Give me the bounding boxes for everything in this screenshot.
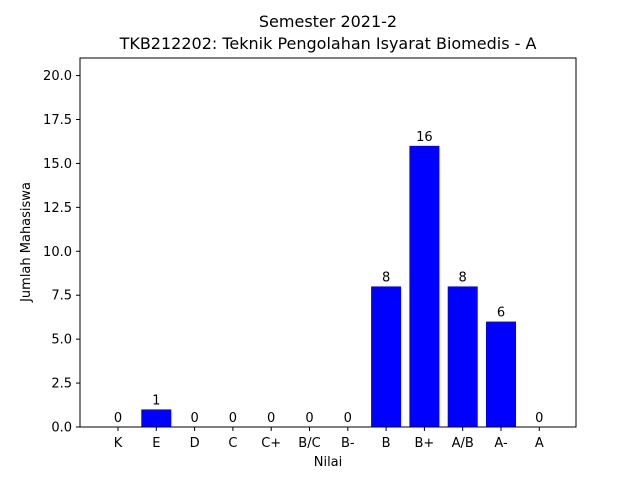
x-tick-label-b: B [382,436,391,451]
y-tick-label: 15.0 [43,157,72,172]
data-label-a: 0 [535,411,543,426]
data-label-c: 0 [229,411,237,426]
data-label-b: 8 [382,270,390,285]
y-tick-label: 10.0 [43,245,72,260]
x-tick-label-bplus: B+ [414,436,434,451]
y-tick-label: 0.0 [51,421,72,436]
x-tick-label-bminus: B- [341,436,355,451]
x-tick-label-a-b: A/B [452,436,474,451]
y-axis-ticks: 0.0 2.5 5.0 7.5 10.0 12.5 15.0 17.5 20.0 [43,69,80,436]
x-tick-label-e: E [152,436,160,451]
x-tick-label-aminus: A- [494,436,508,451]
x-axis-ticks: K E D C C+ B/C B- B B+ A/B A- A [114,427,544,451]
data-label-aminus: 6 [497,306,505,321]
y-tick-label: 2.5 [51,377,72,392]
bar-a-b [447,286,478,427]
data-label-d: 0 [190,411,198,426]
x-tick-label-cplus: C+ [261,436,281,451]
data-label-a-b: 8 [459,270,467,285]
data-label-bplus: 16 [416,130,433,145]
data-label-e: 1 [152,393,160,408]
data-label-k: 0 [114,411,122,426]
plot-area-frame [79,57,577,428]
bar-aminus [486,321,516,427]
chart-title-line1: Semester 2021-2 [259,12,397,31]
x-tick-label-b-c: B/C [298,436,320,451]
y-tick-label: 12.5 [43,201,72,216]
data-label-b-c: 0 [305,411,313,426]
bar-e [141,409,172,427]
data-label-bminus: 0 [344,411,352,426]
y-tick-label: 20.0 [43,69,72,84]
bar-bplus [409,145,440,428]
y-tick-label: 7.5 [51,289,72,304]
bars-group [141,145,516,428]
x-tick-label-c: C [228,436,237,451]
bar-b [371,286,402,427]
y-axis-label: Jumlah Mahasiswa [19,182,34,303]
bar-labels-group: 0 1 0 0 0 0 0 8 16 8 6 0 [114,130,544,426]
x-tick-label-k: K [114,436,123,451]
x-tick-label-a: A [535,436,544,451]
y-tick-label: 5.0 [51,333,72,348]
data-label-cplus: 0 [267,411,275,426]
chart-title-line2: TKB212202: Teknik Pengolahan Isyarat Bio… [119,34,537,53]
x-axis-label: Nilai [314,455,343,470]
x-tick-label-d: D [190,436,200,451]
y-tick-label: 17.5 [43,113,72,128]
